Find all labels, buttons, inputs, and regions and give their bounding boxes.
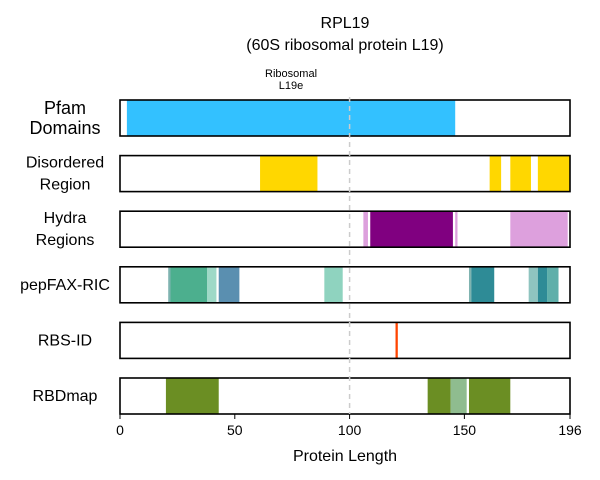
x-axis: 0 50 100 150 196 — [116, 414, 582, 438]
segment-4-0 — [395, 322, 398, 359]
segment-3-2 — [207, 266, 217, 303]
track-5: RBDmap — [33, 377, 571, 415]
segment-1-3 — [537, 155, 570, 192]
track-label: RBDmap — [33, 388, 98, 405]
track-label: pepFAX-RIC — [20, 277, 110, 294]
track-frame — [119, 210, 571, 248]
chart-subtitle: (60S ribosomal protein L19) — [246, 37, 443, 54]
segment-1-0 — [260, 155, 318, 192]
track-frame — [119, 377, 571, 415]
segment-5-1 — [427, 378, 451, 414]
track-0: Pfam Domains — [29, 98, 571, 138]
segment-3-3 — [218, 266, 240, 303]
segment-0-0 — [126, 100, 456, 136]
segment-2-2 — [455, 211, 458, 248]
track-4: RBS-ID — [38, 321, 571, 360]
segment-2-1 — [370, 211, 453, 248]
track-2: Hydra Regions — [36, 210, 571, 249]
x-tick-label: 0 — [116, 422, 124, 438]
segment-3-1 — [170, 266, 208, 303]
track-frame — [119, 99, 571, 137]
track-label: Disordered Region — [26, 155, 104, 194]
track-3: pepFAX-RIC — [20, 265, 571, 304]
segment-5-0 — [165, 378, 219, 414]
segment-5-3 — [468, 378, 511, 414]
track-label: Pfam Domains — [29, 98, 100, 138]
track-label: Hydra Regions — [36, 210, 95, 249]
segment-1-2 — [510, 155, 531, 192]
track-1: Disordered Region — [26, 154, 571, 194]
segment-3-7 — [528, 266, 538, 303]
segment-2-0 — [363, 211, 368, 248]
segment-3-6 — [471, 266, 495, 303]
segment-3-8 — [537, 266, 548, 303]
segment-5-2 — [450, 378, 467, 414]
segment-2-3 — [510, 211, 568, 248]
x-axis-label: Protein Length — [293, 448, 397, 465]
track-frame — [119, 154, 571, 193]
track-frame — [119, 321, 571, 360]
tracks: Pfam Domains Disordered Region Hydra Regions p… — [20, 98, 571, 415]
x-tick-label: 196 — [558, 422, 582, 438]
segment-1-1 — [489, 155, 502, 192]
segment-annotation: Ribosomal L19e — [265, 68, 317, 92]
segment-3-9 — [547, 266, 559, 303]
segment-3-0 — [168, 266, 171, 303]
segment-3-5 — [468, 266, 472, 303]
track-label: RBS-ID — [38, 332, 92, 349]
track-frame — [119, 265, 571, 304]
segment-3-4 — [324, 266, 343, 303]
annotations: Ribosomal L19e — [265, 68, 317, 92]
x-tick-label: 150 — [453, 422, 477, 438]
x-tick-label: 100 — [338, 422, 362, 438]
x-tick-label: 50 — [227, 422, 243, 438]
chart-title: RPL19 — [321, 15, 370, 32]
